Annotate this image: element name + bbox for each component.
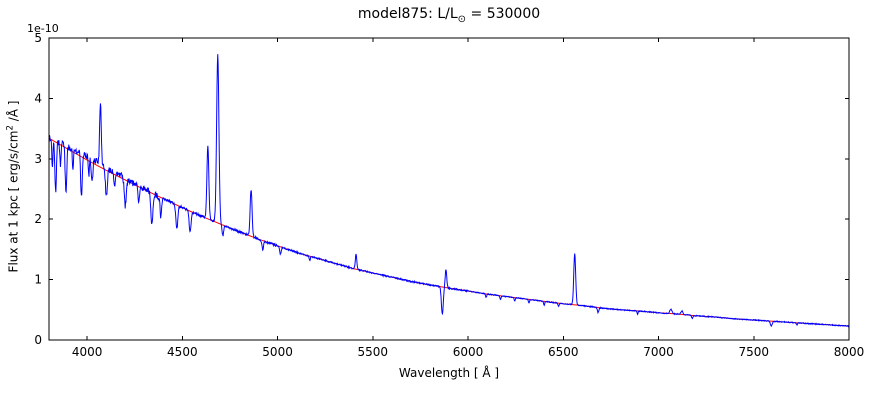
x-tick-label: 5000 [262,345,293,359]
y-tick-label: 5 [34,31,42,45]
x-tick-label: 7500 [738,345,769,359]
x-axis-label: Wavelength [ Å ] [398,366,500,380]
x-tick-label: 4500 [167,345,198,359]
y-tick-label: 4 [34,91,42,105]
y-tick-label: 1 [34,273,42,287]
chart-title-value: = 530000 [466,6,541,22]
x-tick-label: 6500 [548,345,579,359]
x-tick-label: 7000 [643,345,674,359]
y-tick-label: 0 [34,333,42,347]
axis-ticks [49,37,850,341]
x-tick-label: 8000 [834,345,865,359]
x-tick-label: 4000 [72,345,103,359]
y-axis-offset-label: 1e-10 [27,22,59,35]
axes-border [48,37,850,341]
continuum-fit-line [48,137,850,327]
x-tick-label: 6000 [453,345,484,359]
x-tick-label: 5500 [358,345,389,359]
sun-symbol: ⊙ [457,13,467,25]
y-tick-label: 3 [34,152,42,166]
spectrum-line [48,54,850,328]
chart-title-text: model875: L/L [357,6,458,22]
y-tick-label: 2 [34,212,42,226]
axis-tick-labels: 4000 4500 5000 5500 6000 6500 7000 7500 8000 0 1 2 3… [34,31,864,359]
chart-title: model875: L/L⊙ = 530000 [49,6,849,25]
